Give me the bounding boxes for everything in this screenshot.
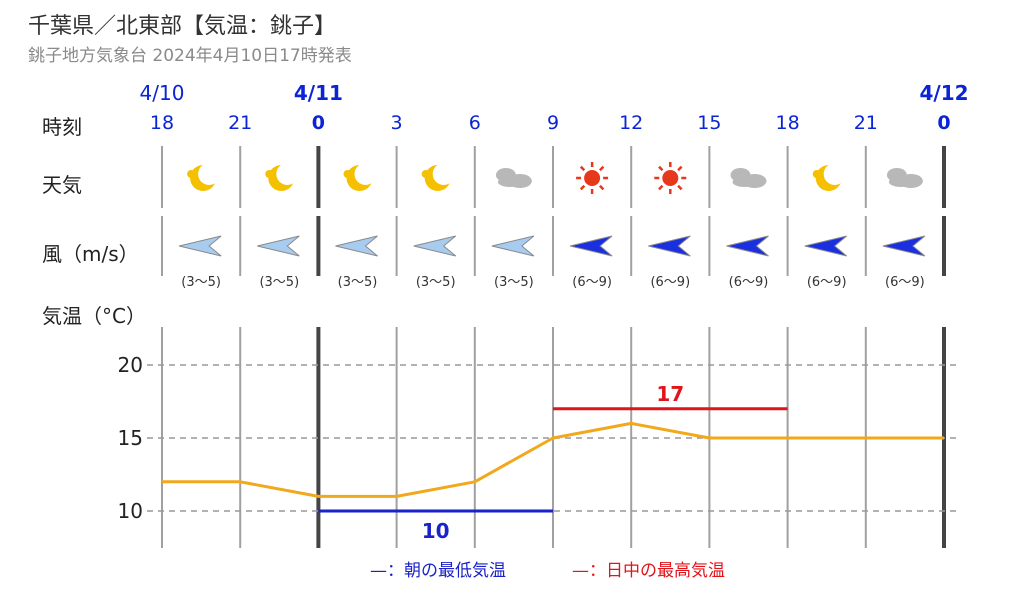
- hour-label: 0: [937, 112, 950, 134]
- wind-speed-label: (3〜5): [416, 275, 456, 290]
- sun-icon: [654, 162, 687, 194]
- cloud-icon: [730, 168, 767, 188]
- wind-arrow-icon: [257, 235, 300, 257]
- wind-arrow-icon: [804, 235, 848, 257]
- moon-icon: [343, 163, 377, 191]
- max-temp-label: 17: [656, 382, 684, 406]
- wind-speed-label: (3〜5): [494, 275, 534, 290]
- wind-arrow-icon: [178, 235, 222, 257]
- wind-speed-label: (3〜5): [259, 275, 299, 290]
- wind-arrow-icon: [335, 235, 378, 257]
- wind-arrow-icon: [726, 235, 769, 257]
- y-tick-label: 20: [118, 353, 143, 377]
- hour-label: 18: [776, 112, 800, 134]
- hour-label: 0: [312, 112, 325, 134]
- date-label: 4/12: [919, 81, 968, 105]
- moon-icon: [812, 163, 846, 191]
- cloud-icon: [886, 168, 923, 188]
- wind-arrow-icon: [413, 235, 457, 257]
- wind-arrow-icon: [491, 235, 535, 257]
- min-temp-label: 10: [422, 519, 450, 543]
- hour-label: 15: [697, 112, 721, 134]
- page-title: 千葉県／北東部【気温：銚子】: [28, 14, 337, 39]
- row-label-wind: 風（m/s）: [42, 242, 139, 266]
- wind-speed-label: (3〜5): [338, 275, 378, 290]
- wind-arrow-icon: [569, 235, 613, 257]
- sun-icon: [576, 162, 609, 194]
- legend-min-temp: —：朝の最低気温: [370, 561, 506, 581]
- date-label: 4/11: [294, 81, 343, 105]
- row-label-weather: 天気: [42, 173, 82, 197]
- moon-icon: [187, 163, 221, 191]
- y-tick-label: 15: [118, 426, 143, 450]
- moon-icon: [421, 163, 455, 191]
- hour-label: 21: [854, 112, 878, 134]
- wind-arrow-icon: [648, 235, 691, 257]
- moon-icon: [265, 163, 299, 191]
- hour-label: 3: [391, 112, 403, 134]
- row-label-time: 時刻: [42, 115, 82, 139]
- legend-max-temp: —：日中の最高気温: [572, 561, 725, 581]
- hour-label: 6: [469, 112, 481, 134]
- wind-speed-label: (6〜9): [885, 275, 925, 290]
- wind-speed-label: (6〜9): [729, 275, 769, 290]
- cloud-icon: [495, 168, 532, 188]
- hour-label: 21: [228, 112, 252, 134]
- y-tick-label: 10: [118, 499, 143, 523]
- wind-arrow-icon: [882, 235, 926, 257]
- date-label: 4/10: [140, 81, 185, 105]
- hour-label: 18: [150, 112, 174, 134]
- forecast-issued-label: 銚子地方気象台 2024年4月10日17時発表: [28, 46, 352, 66]
- wind-speed-label: (6〜9): [807, 275, 847, 290]
- hour-label: 12: [619, 112, 643, 134]
- wind-speed-label: (6〜9): [572, 275, 612, 290]
- wind-speed-label: (6〜9): [650, 275, 690, 290]
- wind-speed-label: (3〜5): [181, 275, 221, 290]
- row-label-temperature: 気温（°C）: [42, 304, 146, 328]
- hour-label: 9: [547, 112, 559, 134]
